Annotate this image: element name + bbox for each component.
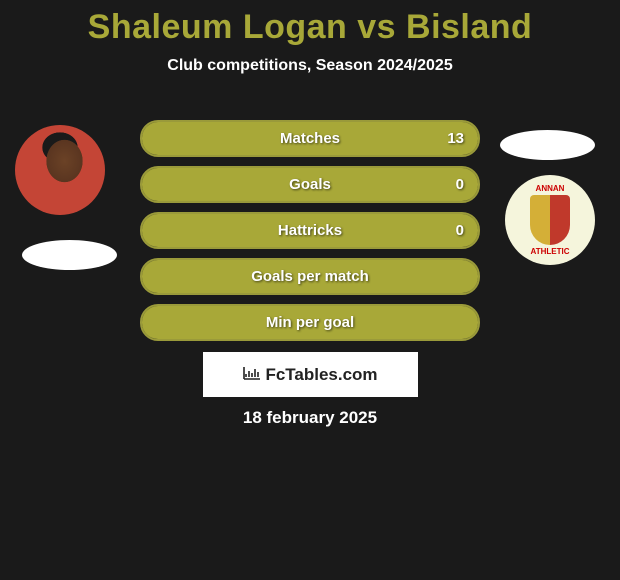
stat-row-matches: Matches 13 [140,120,480,157]
stat-label: Matches [280,130,340,147]
stat-value-right: 0 [456,176,464,193]
crest-shield-icon [530,195,570,245]
player-left-placeholder [22,240,117,270]
club-crest: ANNAN ATHLETIC [505,175,595,265]
player-right-crest: ANNAN ATHLETIC [505,175,595,265]
stat-label: Goals per match [251,268,369,285]
player-left-avatar [15,125,105,215]
chart-icon [243,366,261,384]
stat-row-goals-per-match: Goals per match [140,258,480,295]
subtitle: Club competitions, Season 2024/2025 [0,57,620,75]
stat-label: Min per goal [266,314,354,331]
stat-label: Hattricks [278,222,342,239]
stat-row-hattricks: Hattricks 0 [140,212,480,249]
stat-value-right: 13 [447,130,464,147]
crest-text-top: ANNAN [536,184,565,193]
stat-value-right: 0 [456,222,464,239]
stat-label: Goals [289,176,331,193]
page-title: Shaleum Logan vs Bisland [0,0,620,47]
watermark-text: FcTables.com [265,365,377,385]
player-right-placeholder [500,130,595,160]
stat-row-min-per-goal: Min per goal [140,304,480,341]
stats-container: Matches 13 Goals 0 Hattricks 0 Goals per… [140,120,480,350]
player-photo [15,125,105,215]
stat-row-goals: Goals 0 [140,166,480,203]
date-text: 18 february 2025 [0,408,620,428]
crest-text-bottom: ATHLETIC [531,247,570,256]
watermark: FcTables.com [203,352,418,397]
